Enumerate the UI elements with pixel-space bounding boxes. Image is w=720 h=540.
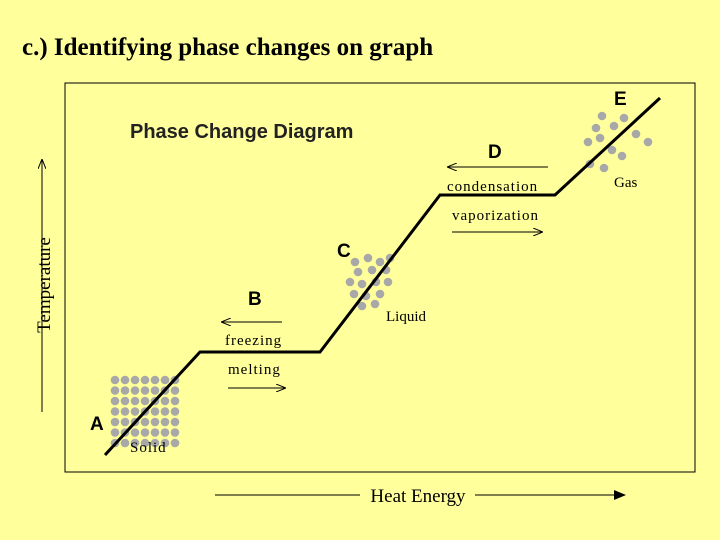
transition-label: vaporization xyxy=(452,208,539,224)
particle xyxy=(619,113,629,123)
point-label: E xyxy=(614,89,627,110)
particle xyxy=(110,386,120,395)
particle xyxy=(110,428,120,437)
x-label-bg xyxy=(360,484,475,506)
slide-title: c.) Identifying phase changes on graph xyxy=(22,34,433,61)
particle xyxy=(160,438,170,448)
particle xyxy=(375,289,385,299)
particle xyxy=(130,396,140,406)
particle xyxy=(150,428,160,437)
particle xyxy=(140,386,150,395)
particle xyxy=(357,301,367,311)
particle xyxy=(607,145,617,155)
particle xyxy=(170,386,180,395)
particle xyxy=(170,417,180,427)
particle xyxy=(130,407,140,416)
particle xyxy=(120,417,130,427)
particle xyxy=(120,375,130,385)
particle xyxy=(160,396,170,406)
particle xyxy=(140,438,150,448)
particle xyxy=(150,438,160,448)
particle xyxy=(120,386,130,395)
particle xyxy=(345,277,355,287)
particle xyxy=(130,438,140,448)
point-label: B xyxy=(248,289,262,310)
particle xyxy=(160,428,170,437)
diagram-title: Phase Change Diagram xyxy=(130,121,353,143)
particle xyxy=(170,407,180,416)
particle xyxy=(140,417,150,427)
point-label: C xyxy=(337,241,351,262)
y-axis-label: Temperature xyxy=(34,237,55,333)
particle xyxy=(150,417,160,427)
particle xyxy=(609,121,619,131)
particle xyxy=(170,428,180,437)
state-label: Gas xyxy=(614,175,637,191)
particle xyxy=(150,386,160,395)
particle xyxy=(375,257,385,267)
particle xyxy=(140,396,150,406)
particle xyxy=(643,137,653,147)
state-label: Liquid xyxy=(386,309,426,325)
particle xyxy=(631,129,641,139)
transition-label: freezing xyxy=(225,333,282,349)
particle xyxy=(591,123,601,133)
particle xyxy=(120,407,130,416)
particle xyxy=(130,375,140,385)
transition-label: melting xyxy=(228,362,281,378)
particle xyxy=(110,407,120,416)
particle xyxy=(353,267,363,277)
particle xyxy=(160,417,170,427)
particle xyxy=(150,407,160,416)
particle xyxy=(130,386,140,395)
particle xyxy=(597,111,607,121)
particle xyxy=(367,265,377,275)
x-axis-label: Heat Energy xyxy=(370,486,466,507)
particle xyxy=(140,375,150,385)
particle xyxy=(160,375,170,385)
particle xyxy=(150,375,160,385)
particle xyxy=(370,299,380,309)
particle xyxy=(110,396,120,406)
diagram-frame xyxy=(64,82,696,473)
particle xyxy=(110,375,120,385)
particle xyxy=(595,133,605,143)
particle xyxy=(350,257,360,267)
particle xyxy=(120,438,130,448)
particle xyxy=(110,417,120,427)
particle xyxy=(140,428,150,437)
particle xyxy=(160,407,170,416)
particle xyxy=(383,277,393,287)
particle xyxy=(357,279,367,289)
particle xyxy=(120,396,130,406)
state-label: Solid xyxy=(130,440,167,456)
particle xyxy=(583,137,593,147)
particle xyxy=(170,438,180,448)
particle xyxy=(349,289,359,299)
particle xyxy=(617,151,627,161)
heating-curve xyxy=(103,96,662,457)
particle xyxy=(130,428,140,437)
point-label: A xyxy=(90,414,104,435)
particle xyxy=(170,396,180,406)
point-label: D xyxy=(488,142,502,163)
particle xyxy=(363,253,373,263)
particle xyxy=(599,163,609,173)
transition-label: condensation xyxy=(447,179,538,195)
